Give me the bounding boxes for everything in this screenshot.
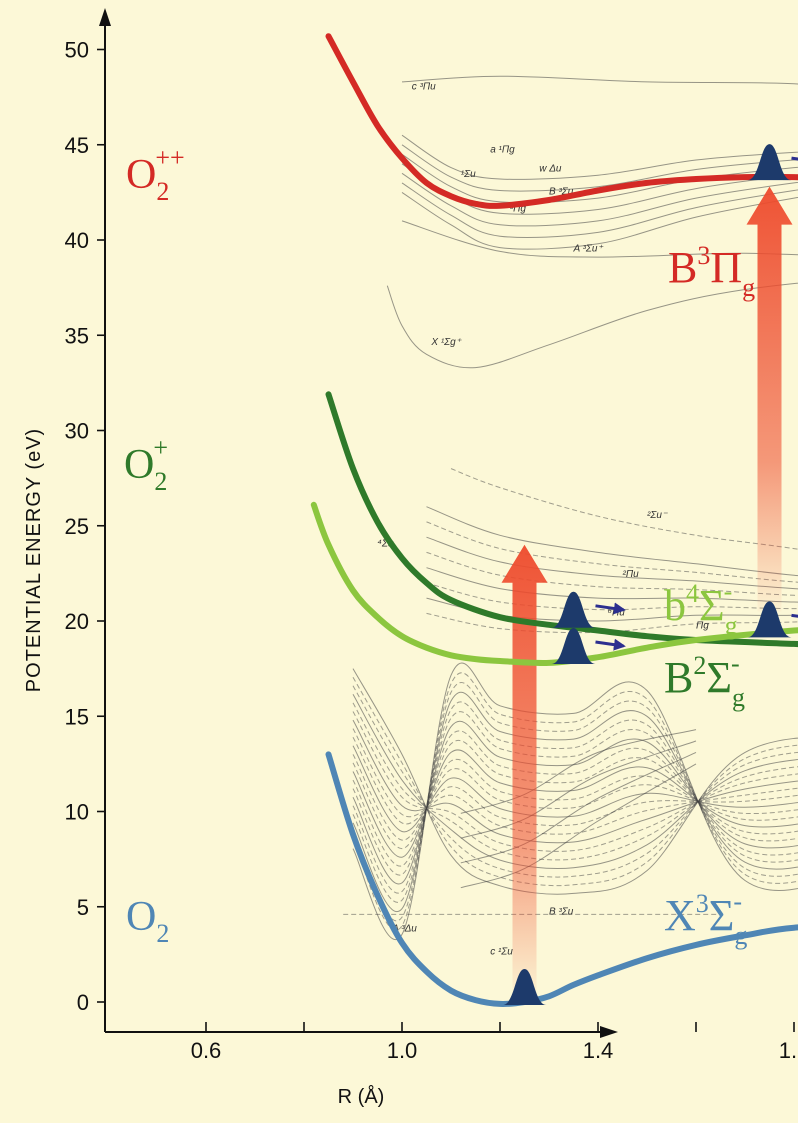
x-axis-label: R (Å)	[338, 1085, 385, 1108]
x-axis-arrowhead	[600, 1026, 618, 1038]
species-superscript: ++	[155, 143, 184, 172]
potential-curve	[329, 36, 798, 246]
species-base: O	[124, 442, 154, 488]
x-tick-label: 0.6	[191, 1038, 222, 1063]
state-reflection: -	[724, 577, 733, 606]
state-label: B3Πg	[668, 241, 755, 302]
motion-arrow	[596, 642, 624, 646]
species-label: O2	[126, 894, 169, 948]
y-tick-label: 35	[65, 323, 89, 348]
y-axis-label: POTENTIAL ENERGY (eV)	[23, 428, 45, 692]
potential-curve	[329, 754, 798, 1004]
state-reflection: -	[731, 649, 740, 678]
bg-annotation: ²Πu	[623, 569, 640, 580]
bg-curve	[402, 145, 798, 191]
bg-annotation: A ³Σu⁺	[573, 243, 604, 254]
state-multiplicity: 4	[686, 579, 699, 608]
state-base: b	[664, 581, 686, 630]
y-tick-label: 25	[65, 514, 89, 539]
state-parity: g	[732, 683, 745, 712]
bg-curve	[427, 583, 798, 610]
bg-curve	[427, 552, 798, 597]
bg-curve	[353, 721, 798, 884]
state-parity: g	[725, 611, 738, 640]
state-parity: g	[742, 273, 755, 302]
bg-annotation: ²Σu⁻	[647, 510, 668, 521]
excitation-arrow	[502, 545, 548, 996]
y-tick-label: 50	[65, 38, 89, 63]
excitation-arrows	[502, 187, 793, 997]
y-tick-label: 5	[77, 895, 89, 920]
bg-annotation: ¹Σu	[461, 169, 476, 180]
bg-annotation: w Δu	[539, 163, 562, 174]
state-multiplicity: 3	[697, 241, 710, 270]
y-tick-label: 0	[77, 990, 89, 1015]
state-reflection: -	[733, 887, 742, 916]
state-base: B	[668, 243, 697, 292]
state-base: B	[664, 653, 693, 702]
bg-curve	[461, 764, 696, 888]
bg-curve	[353, 712, 798, 852]
bg-annotation: X ¹Σg⁺	[430, 337, 461, 348]
x-tick-label: 1.8	[779, 1038, 798, 1063]
state-multiplicity: 2	[693, 651, 706, 680]
species-subscript: 2	[156, 177, 169, 206]
state-symbol: Σ	[699, 581, 725, 630]
species-base: O	[126, 152, 156, 198]
y-axis-arrowhead	[99, 8, 111, 26]
state-symbol: Σ	[709, 891, 735, 940]
bg-curve	[427, 522, 798, 594]
species-label: O2 ++	[126, 143, 185, 206]
y-tick-label: 45	[65, 133, 89, 158]
bg-annotation: c ³Πu	[412, 82, 436, 93]
state-symbol: Π	[710, 243, 742, 292]
species-label: O2 +	[124, 433, 168, 496]
state-parity: g	[734, 921, 747, 950]
bg-curve	[353, 737, 798, 825]
state-multiplicity: 3	[696, 889, 709, 918]
species-subscript: 2	[156, 919, 169, 948]
state-label: B2Σg -	[664, 649, 745, 712]
bg-curve	[451, 469, 798, 576]
bg-curve	[353, 750, 798, 857]
bg-annotation: B ³Σu	[549, 906, 574, 917]
motion-arrow	[792, 615, 798, 619]
bg-curve	[427, 537, 798, 594]
state-symbol: Σ	[706, 653, 732, 702]
y-tick-label: 10	[65, 800, 89, 825]
species-superscript: +	[153, 433, 168, 462]
y-tick-label: 40	[65, 228, 89, 253]
species-base: O	[126, 894, 156, 940]
species-subscript: 2	[154, 467, 167, 496]
x-tick-label: 1.4	[583, 1038, 614, 1063]
x-tick-label: 1.0	[387, 1038, 418, 1063]
bg-annotation: c ¹Σu	[490, 946, 513, 957]
bg-curve	[402, 76, 798, 95]
bg-curve	[353, 746, 798, 832]
y-tick-label: 30	[65, 419, 89, 444]
state-base: X	[664, 891, 696, 940]
y-tick-label: 15	[65, 704, 89, 729]
y-tick-label: 20	[65, 609, 89, 634]
bg-annotation: a ¹Πg	[490, 144, 515, 155]
